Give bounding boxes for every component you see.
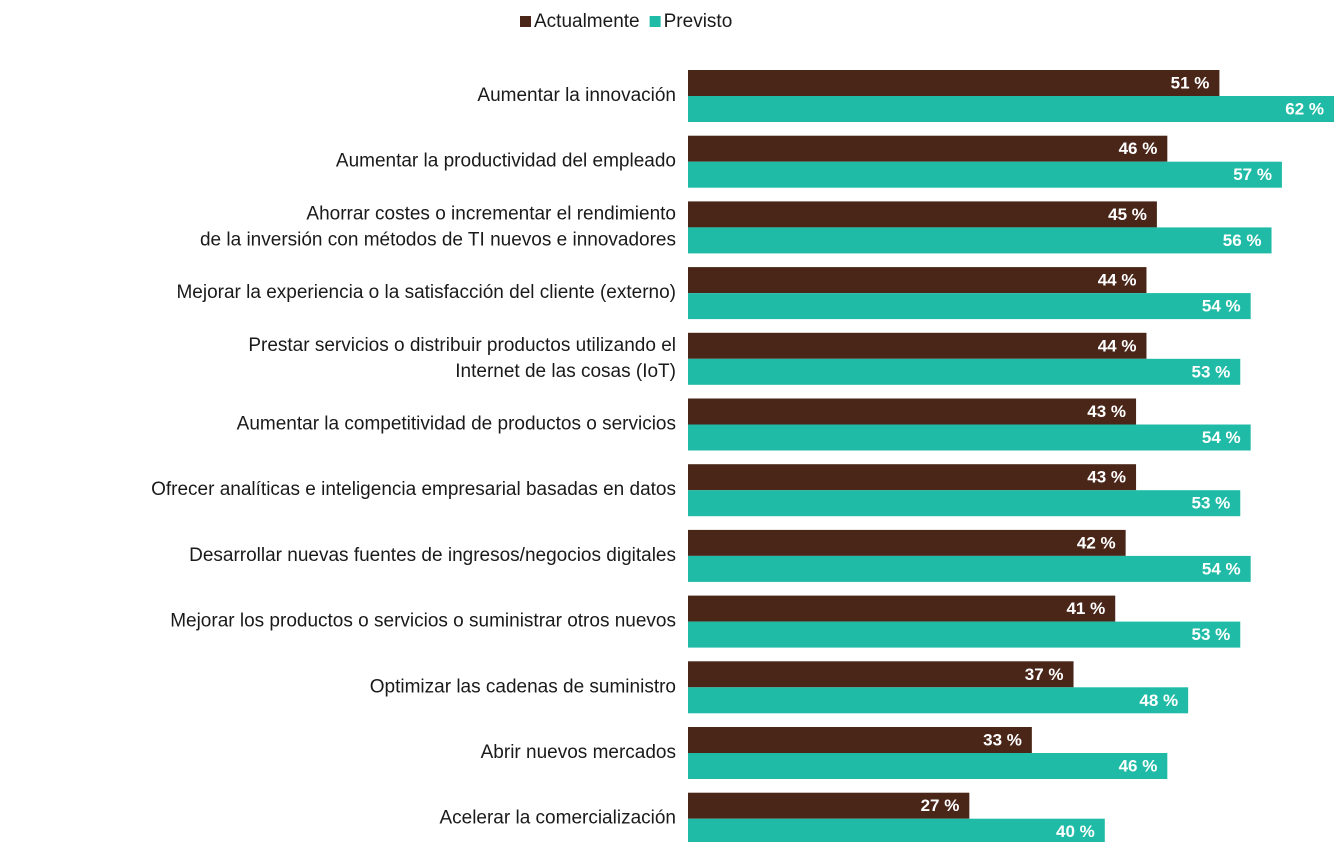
bar: [688, 490, 1241, 517]
category-label: Acelerar la comercialización: [439, 808, 676, 829]
bar: [688, 70, 1220, 96]
category-label: Prestar servicios o distribuir productos…: [248, 335, 676, 382]
bar: [688, 135, 1168, 162]
bar: [688, 727, 1032, 753]
bar: [688, 818, 1105, 842]
bar: [688, 161, 1282, 188]
bar: [688, 398, 1137, 425]
value-label: 54 %: [1202, 297, 1241, 316]
bar: [688, 332, 1147, 359]
value-label: 56 %: [1223, 231, 1262, 250]
value-label: 51 %: [1171, 73, 1210, 92]
value-label: 53 %: [1192, 362, 1231, 381]
value-label: 43 %: [1087, 468, 1126, 487]
bar: [688, 595, 1116, 622]
value-label: 54 %: [1202, 428, 1241, 447]
category-label: Ofrecer analíticas e inteligencia empres…: [151, 479, 676, 500]
legend-label: Previsto: [664, 11, 733, 32]
value-label: 57 %: [1233, 165, 1272, 184]
bar: [688, 792, 970, 819]
value-label: 54 %: [1202, 559, 1241, 578]
legend-swatch: [649, 16, 661, 27]
bar: [688, 96, 1335, 122]
value-label: 46 %: [1119, 756, 1158, 775]
bar: [688, 227, 1272, 254]
value-label: 37 %: [1025, 665, 1064, 684]
bar: [688, 687, 1189, 714]
bar: [688, 293, 1251, 320]
bar: [688, 358, 1241, 385]
value-label: 43 %: [1087, 402, 1126, 421]
value-label: 45 %: [1108, 205, 1147, 224]
bar: [688, 464, 1137, 491]
category-label: Optimizar las cadenas de suministro: [370, 676, 676, 697]
value-label: 53 %: [1192, 625, 1231, 644]
value-label: 27 %: [921, 796, 960, 815]
bar: [688, 424, 1251, 451]
legend-swatch: [520, 16, 531, 27]
category-label: Desarrollar nuevas fuentes de ingresos/n…: [189, 545, 676, 566]
category-label: Ahorrar costes o incrementar el rendimie…: [200, 203, 676, 250]
value-label: 42 %: [1077, 533, 1116, 552]
value-label: 53 %: [1192, 494, 1231, 513]
value-label: 48 %: [1139, 691, 1178, 710]
value-label: 46 %: [1119, 139, 1158, 158]
category-label: Mejorar los productos o servicios o sumi…: [170, 611, 676, 632]
category-label: Aumentar la competitividad de productos …: [237, 414, 676, 435]
bar: [688, 661, 1074, 688]
value-label: 62 %: [1285, 99, 1324, 118]
value-label: 41 %: [1066, 599, 1105, 618]
value-label: 44 %: [1098, 271, 1137, 290]
bar: [688, 201, 1157, 228]
bar: [688, 621, 1241, 648]
bar: [688, 267, 1147, 294]
category-label: Mejorar la experiencia o la satisfacción…: [176, 282, 676, 303]
legend-label: Actualmente: [534, 11, 640, 32]
bar: [688, 753, 1168, 779]
value-label: 40 %: [1056, 822, 1095, 841]
bar: [688, 555, 1251, 582]
category-label: Aumentar la productividad del empleado: [336, 151, 676, 172]
bar: [688, 529, 1126, 556]
value-label: 33 %: [983, 730, 1022, 749]
category-label: Aumentar la innovación: [477, 85, 676, 106]
category-label: Abrir nuevos mercados: [481, 742, 676, 763]
value-label: 44 %: [1098, 336, 1137, 355]
